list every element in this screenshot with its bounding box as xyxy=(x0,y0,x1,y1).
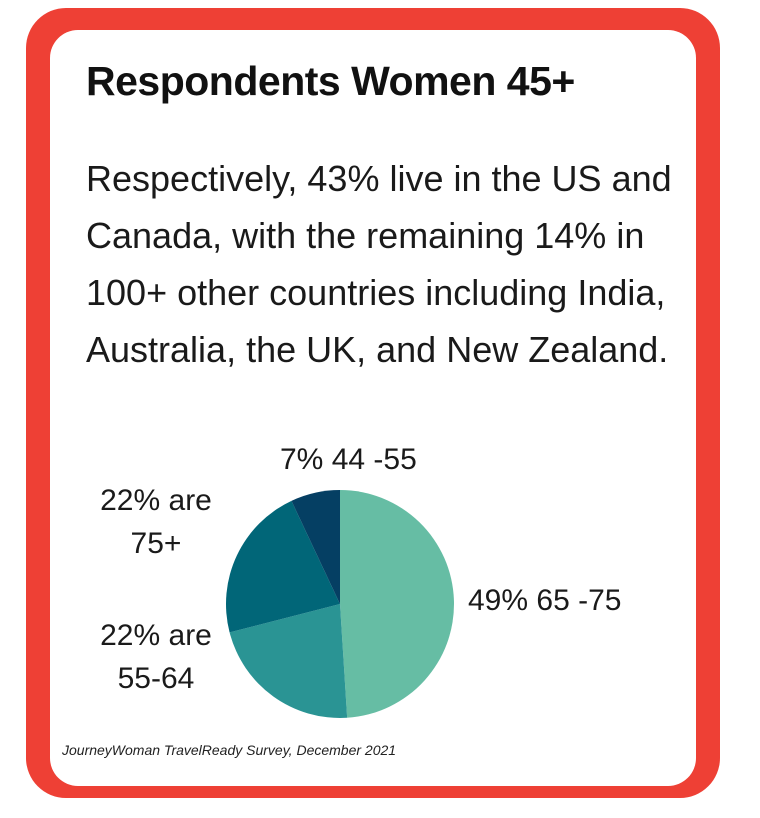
slice-label-44-55: 7% 44 -55 xyxy=(280,438,417,481)
page-title: Respondents Women 45+ xyxy=(86,58,575,104)
slice-label-line: 7% 44 -55 xyxy=(280,443,417,476)
pie-slice-44-55 xyxy=(291,490,340,604)
slice-label-75-plus: 22% are 75+ xyxy=(92,479,220,565)
description-text: Respectively, 43% live in the US and Can… xyxy=(86,158,672,370)
slice-label-line: 49% 65 -75 xyxy=(468,584,622,617)
slice-label-line: 75+ xyxy=(130,527,182,560)
slice-label-line: 55-64 xyxy=(117,662,195,695)
pie-slice-55-64 xyxy=(229,604,348,718)
slice-label-line: 22% are xyxy=(100,484,212,517)
slice-label-line: 22% are xyxy=(100,619,212,652)
slice-label-55-64: 22% are 55-64 xyxy=(92,614,220,700)
pie-slice-75-plus xyxy=(226,500,340,633)
source-note: JourneyWoman TravelReady Survey, Decembe… xyxy=(62,742,397,758)
pie-slice-65-75 xyxy=(340,490,455,718)
slice-label-65-75: 49% 65 -75 xyxy=(468,579,621,622)
